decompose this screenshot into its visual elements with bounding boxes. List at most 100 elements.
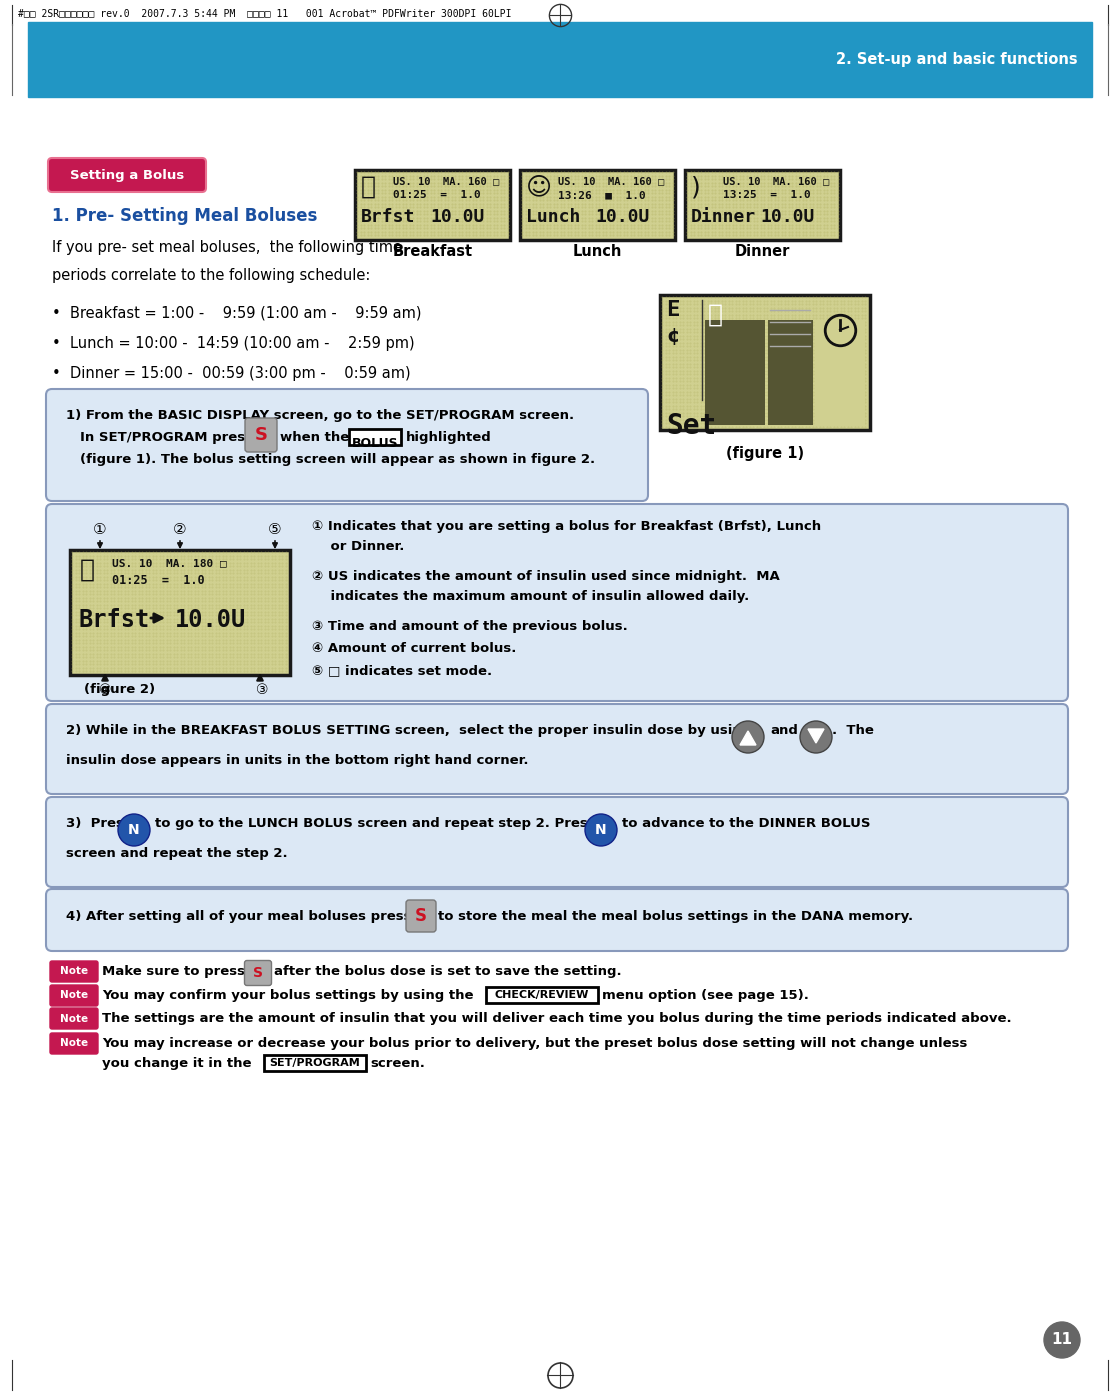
Bar	[704, 320, 765, 425]
Text: US. 10  MA. 180 □: US. 10 MA. 180 □	[112, 558, 226, 568]
Text: Dinner: Dinner	[691, 208, 756, 226]
Text: (figure 1). The bolus setting screen will appear as shown in figure 2.: (figure 1). The bolus setting screen wil…	[80, 453, 595, 466]
Text: Setting a Bolus: Setting a Bolus	[69, 169, 184, 182]
Text: or Dinner.: or Dinner.	[312, 540, 404, 554]
Text: to go to the LUNCH BOLUS screen and repeat step 2. Press: to go to the LUNCH BOLUS screen and repe…	[155, 816, 596, 830]
FancyBboxPatch shape	[50, 1008, 99, 1029]
Text: insulin dose appears in units in the bottom right hand corner.: insulin dose appears in units in the bot…	[66, 754, 529, 768]
FancyBboxPatch shape	[50, 986, 99, 1007]
Text: ⛰: ⛰	[80, 558, 95, 582]
Text: Lunch: Lunch	[526, 208, 580, 226]
Bar	[28, 22, 1092, 96]
FancyBboxPatch shape	[50, 1033, 99, 1054]
Text: SET/PROGRAM: SET/PROGRAM	[270, 1058, 361, 1068]
Text: ③ Time and amount of the previous bolus.: ③ Time and amount of the previous bolus.	[312, 619, 627, 633]
Text: BOLUS: BOLUS	[352, 438, 399, 450]
Text: .  The: . The	[832, 724, 874, 737]
Text: to advance to the DINNER BOLUS: to advance to the DINNER BOLUS	[622, 816, 870, 830]
Text: In SET/PROGRAM press: In SET/PROGRAM press	[80, 431, 253, 445]
FancyBboxPatch shape	[244, 960, 271, 986]
Text: ②: ②	[174, 521, 187, 537]
Text: ⛰: ⛰	[361, 175, 376, 199]
Text: ③: ③	[255, 684, 269, 698]
Text: CHECK/REVIEW: CHECK/REVIEW	[495, 990, 589, 1000]
Text: ⑤ □ indicates set mode.: ⑤ □ indicates set mode.	[312, 664, 492, 677]
FancyBboxPatch shape	[405, 900, 436, 932]
Text: N: N	[595, 823, 607, 837]
Text: N: N	[128, 823, 140, 837]
Text: ☺: ☺	[526, 175, 552, 199]
Text: #□□ 2SR□□□□□□ rev.0  2007.7.3 5:44 PM  □□□□ 11   001 Acrobat™ PDFWriter 300DPI 6: #□□ 2SR□□□□□□ rev.0 2007.7.3 5:44 PM □□□…	[18, 8, 512, 18]
Polygon shape	[740, 731, 756, 745]
Text: Note: Note	[60, 991, 88, 1001]
Text: (figure 2): (figure 2)	[84, 684, 156, 696]
Text: highlighted: highlighted	[405, 431, 492, 445]
Text: S: S	[253, 966, 263, 980]
Text: Make sure to press: Make sure to press	[102, 965, 245, 979]
Text: Breakfast: Breakfast	[392, 245, 473, 259]
Text: screen.: screen.	[370, 1057, 424, 1069]
Text: •  Lunch = 10:00 -  14:59 (10:00 am -    2:59 pm): • Lunch = 10:00 - 14:59 (10:00 am - 2:59…	[52, 336, 414, 351]
FancyBboxPatch shape	[46, 389, 648, 500]
Text: US. 10  MA. 160 □: US. 10 MA. 160 □	[393, 176, 500, 186]
Text: 4) After setting all of your meal boluses press: 4) After setting all of your meal boluse…	[66, 910, 411, 923]
FancyBboxPatch shape	[46, 505, 1068, 700]
Text: 10.0U: 10.0U	[595, 208, 650, 226]
Text: periods correlate to the following schedule:: periods correlate to the following sched…	[52, 268, 371, 282]
Text: •  Breakfast = 1:00 -    9:59 (1:00 am -    9:59 am): • Breakfast = 1:00 - 9:59 (1:00 am - 9:5…	[52, 306, 421, 322]
FancyBboxPatch shape	[50, 960, 99, 981]
Text: Brfst: Brfst	[78, 608, 149, 632]
Bar	[768, 320, 813, 425]
Bar	[685, 171, 840, 240]
Text: 01:25  =  1.0: 01:25 = 1.0	[112, 575, 205, 587]
Text: 10.0U: 10.0U	[430, 208, 484, 226]
Text: indicates the maximum amount of insulin allowed daily.: indicates the maximum amount of insulin …	[312, 590, 749, 603]
Text: 13:25  =  1.0: 13:25 = 1.0	[724, 190, 811, 200]
Circle shape	[732, 721, 764, 754]
Text: ¢: ¢	[666, 327, 680, 345]
Polygon shape	[808, 728, 824, 742]
FancyBboxPatch shape	[46, 705, 1068, 794]
FancyBboxPatch shape	[245, 418, 277, 452]
Text: ④ Amount of current bolus.: ④ Amount of current bolus.	[312, 642, 516, 656]
Text: Note: Note	[60, 1039, 88, 1048]
Text: Note: Note	[60, 1014, 88, 1023]
Text: menu option (see page 15).: menu option (see page 15).	[603, 988, 809, 1002]
FancyBboxPatch shape	[46, 797, 1068, 886]
Text: Note: Note	[60, 966, 88, 976]
Text: ④: ④	[99, 684, 111, 698]
Text: ⑤: ⑤	[268, 521, 282, 537]
Circle shape	[1044, 1323, 1080, 1357]
Text: Set: Set	[666, 412, 717, 440]
Bar	[815, 320, 865, 425]
Text: ): )	[691, 175, 701, 199]
Text: screen and repeat the step 2.: screen and repeat the step 2.	[66, 847, 288, 860]
Text: If you pre- set meal boluses,  the following time: If you pre- set meal boluses, the follow…	[52, 240, 402, 254]
Text: 2) While in the BREAKFAST BOLUS SETTING screen,  select the proper insulin dose : 2) While in the BREAKFAST BOLUS SETTING …	[66, 724, 752, 737]
Bar	[486, 987, 598, 1002]
Bar	[349, 429, 401, 445]
Text: The settings are the amount of insulin that you will deliver each time you bolus: The settings are the amount of insulin t…	[102, 1012, 1011, 1025]
Bar	[355, 171, 510, 240]
Text: ①: ①	[93, 521, 106, 537]
Text: 💉: 💉	[708, 303, 724, 327]
FancyBboxPatch shape	[46, 889, 1068, 951]
Text: 11: 11	[1052, 1332, 1073, 1348]
Text: after the bolus dose is set to save the setting.: after the bolus dose is set to save the …	[274, 965, 622, 979]
Text: You may increase or decrease your bolus prior to delivery, but the preset bolus : You may increase or decrease your bolus …	[102, 1037, 968, 1050]
Bar	[660, 295, 870, 431]
Text: •  Dinner = 15:00 -  00:59 (3:00 pm -    0:59 am): • Dinner = 15:00 - 00:59 (3:00 pm - 0:59…	[52, 366, 411, 382]
Text: and: and	[771, 724, 797, 737]
Text: 01:25  =  1.0: 01:25 = 1.0	[393, 190, 480, 200]
Bar	[264, 1055, 366, 1071]
Circle shape	[585, 814, 617, 846]
Text: US. 10  MA. 160 □: US. 10 MA. 160 □	[724, 176, 829, 186]
Text: US. 10  MA. 160 □: US. 10 MA. 160 □	[558, 176, 664, 186]
Text: you change it in the: you change it in the	[102, 1057, 252, 1069]
Bar	[69, 549, 290, 675]
Text: 1) From the BASIC DISPLAY screen, go to the SET/PROGRAM screen.: 1) From the BASIC DISPLAY screen, go to …	[66, 410, 575, 422]
FancyBboxPatch shape	[48, 158, 206, 192]
Text: Dinner: Dinner	[735, 245, 791, 259]
Text: E: E	[666, 301, 680, 320]
Text: S: S	[254, 426, 268, 445]
